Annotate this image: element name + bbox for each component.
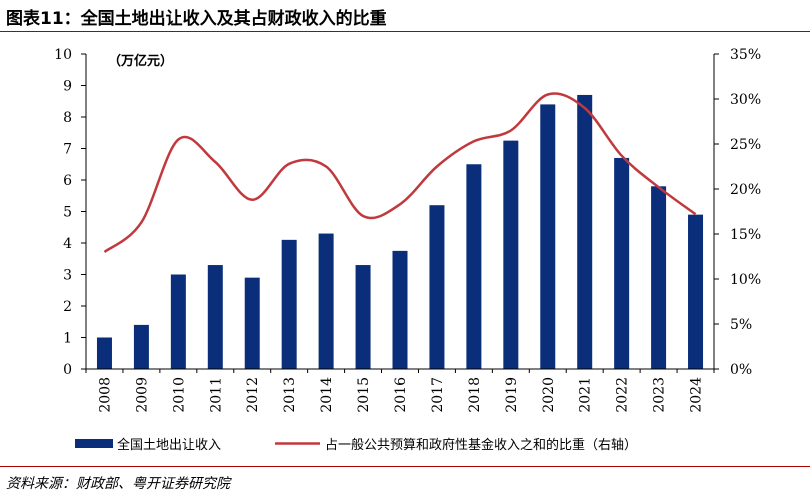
source-note: 资料来源：财政部、粤开证券研究院	[6, 476, 230, 492]
title-divider	[0, 31, 810, 32]
left-axis-tick-label: 8	[63, 110, 72, 126]
left-axis-tick-label: 0	[63, 362, 72, 378]
x-axis-tick-label: 2010	[171, 377, 187, 413]
x-axis-tick-label: 2021	[578, 377, 594, 413]
x-axis-tick-label: 2012	[245, 377, 261, 413]
bar	[170, 274, 186, 369]
right-axis-tick-label: 20%	[730, 182, 761, 198]
x-axis-tick-label: 2022	[615, 377, 631, 413]
x-axis: 2008 2009 2010 2011 2012 2013 2014 2015 2016 2017…	[85, 368, 715, 413]
x-axis-tick-label: 2013	[282, 377, 298, 413]
share-line	[103, 92, 697, 254]
x-axis-tick-label: 2017	[430, 377, 446, 413]
left-axis-tick-label: 9	[63, 79, 72, 95]
left-axis: 0 1 2 3 4 5 6 7 8 9 10	[54, 47, 87, 378]
right-axis-tick-label: 10%	[730, 272, 761, 288]
left-axis-tick-label: 7	[63, 142, 72, 158]
right-axis-tick-label: 5%	[730, 317, 752, 333]
x-axis-tick-label: 2018	[467, 377, 483, 413]
bar-series	[96, 94, 704, 370]
x-axis-tick-label: 2015	[356, 377, 372, 413]
x-axis-tick-label: 2014	[319, 377, 335, 413]
right-axis: 0% 5% 10% 15% 20% 25% 30% 35%	[713, 47, 761, 378]
chart-title: 图表11：全国土地出让收入及其占财政收入的比重	[6, 9, 387, 29]
left-axis-tick-label: 10	[54, 47, 72, 63]
left-axis-unit-label: （万亿元）	[108, 53, 173, 69]
legend-bar-label: 全国土地出让收入	[117, 437, 221, 453]
bar	[503, 140, 519, 369]
right-axis-tick-label: 35%	[730, 47, 761, 63]
x-axis-tick-label: 2011	[208, 377, 224, 413]
bar	[133, 324, 149, 369]
source-divider	[0, 466, 810, 467]
left-axis-tick-label: 1	[63, 331, 72, 347]
right-axis-tick-label: 0%	[730, 362, 752, 378]
left-axis-tick-label: 5	[63, 205, 72, 221]
bar	[96, 337, 112, 369]
bar	[429, 205, 445, 369]
chart-area: 0 1 2 3 4 5 6 7 8 9 10 0% 5% 10% 15% 20% 25% 30% 35% 2008…	[54, 47, 761, 453]
bar	[540, 104, 556, 370]
legend-line-label: 占一般公共预算和政府性基金收入之和的比重（右轴）	[325, 437, 637, 453]
legend: 全国土地出让收入 占一般公共预算和政府性基金收入之和的比重（右轴）	[75, 437, 637, 453]
bar	[318, 233, 334, 369]
x-axis-tick-label: 2009	[134, 377, 150, 413]
bar	[466, 164, 482, 369]
bar	[355, 265, 371, 369]
x-axis-tick-label: 2020	[541, 377, 557, 413]
bar	[688, 214, 704, 369]
bar	[651, 186, 667, 369]
bar	[392, 250, 408, 369]
right-axis-tick-label: 15%	[730, 227, 761, 243]
right-axis-tick-label: 30%	[730, 92, 761, 108]
bar	[577, 94, 593, 369]
bar	[614, 157, 630, 369]
left-axis-tick-label: 3	[63, 268, 72, 284]
x-axis-tick-label: 2016	[393, 377, 409, 413]
left-axis-tick-label: 4	[63, 236, 72, 252]
line-series	[103, 92, 697, 254]
legend-bar-swatch	[75, 439, 113, 448]
x-axis-tick-label: 2024	[689, 377, 705, 413]
x-axis-tick-label: 2023	[652, 377, 668, 413]
bar	[244, 277, 260, 369]
x-axis-tick-label: 2019	[504, 377, 520, 413]
x-axis-tick-label: 2008	[97, 377, 113, 413]
left-axis-tick-label: 2	[63, 299, 72, 315]
right-axis-tick-label: 25%	[730, 137, 761, 153]
bar	[281, 239, 297, 369]
bar	[207, 265, 223, 369]
left-axis-tick-label: 6	[63, 173, 72, 189]
